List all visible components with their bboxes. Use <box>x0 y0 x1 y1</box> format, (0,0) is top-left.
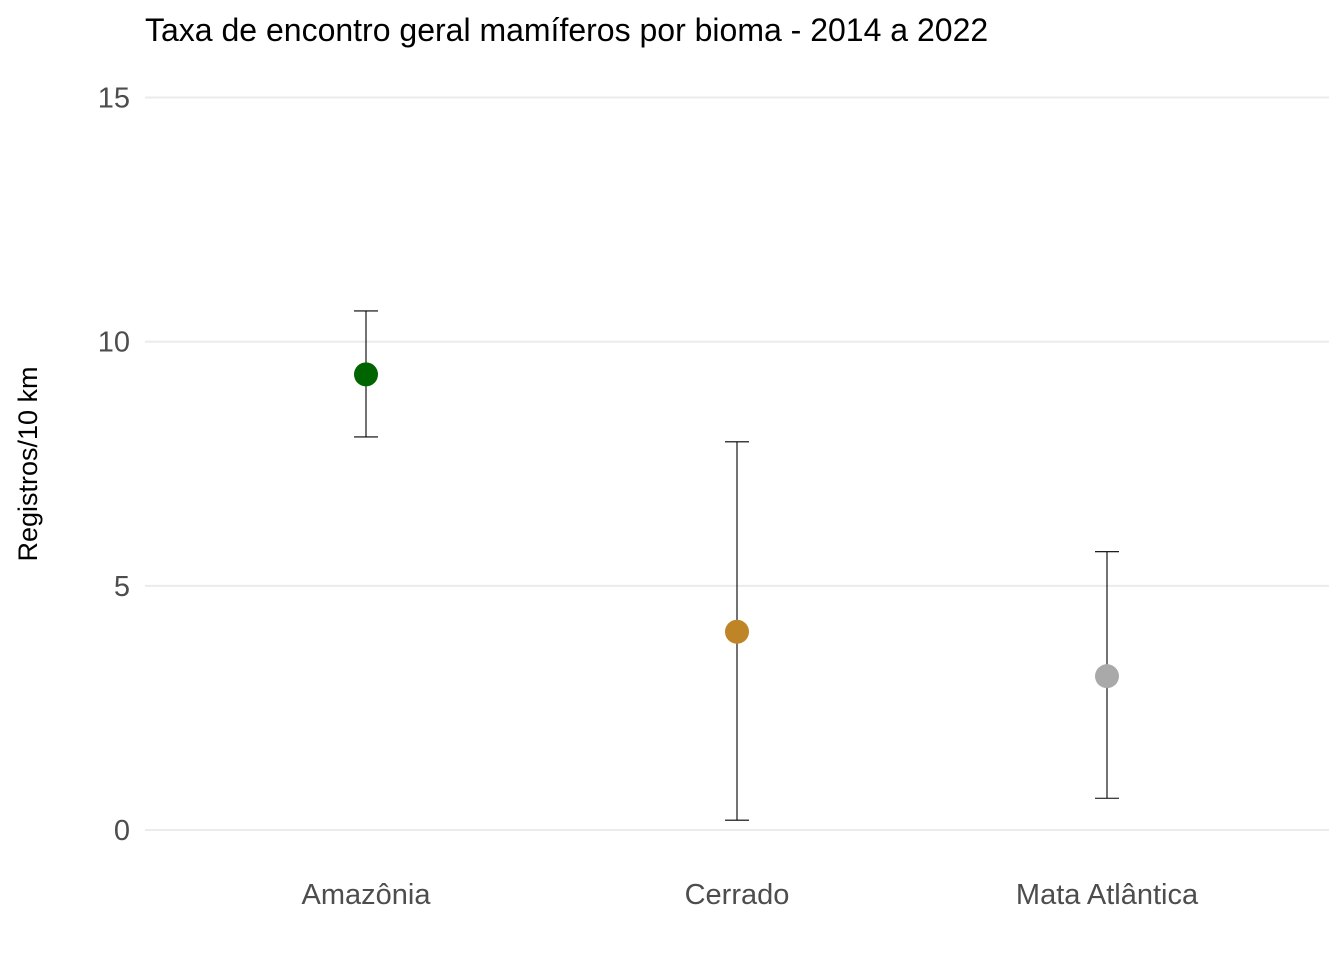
x-tick-label-1: Cerrado <box>685 879 790 911</box>
data-points <box>354 362 1119 689</box>
error-bars <box>354 310 1119 821</box>
data-point-2 <box>1095 664 1119 689</box>
x-tick-label-0: Amazônia <box>302 879 432 911</box>
y-axis-ticks: 0 5 10 15 <box>98 83 130 848</box>
data-point-1 <box>725 619 749 644</box>
y-tick-label-2: 10 <box>98 327 130 359</box>
y-axis-label: Registros/10 km <box>13 366 43 561</box>
gridlines <box>145 96 1329 831</box>
x-axis-ticks: Amazônia Cerrado Mata Atlântica <box>302 879 1199 911</box>
x-tick-label-2: Mata Atlântica <box>1016 879 1199 911</box>
chart-title: Taxa de encontro geral mamíferos por bio… <box>145 12 988 48</box>
y-tick-label-0: 0 <box>114 815 130 847</box>
y-tick-label-1: 5 <box>114 571 130 603</box>
data-point-0 <box>354 362 378 387</box>
y-tick-label-3: 15 <box>98 83 130 115</box>
